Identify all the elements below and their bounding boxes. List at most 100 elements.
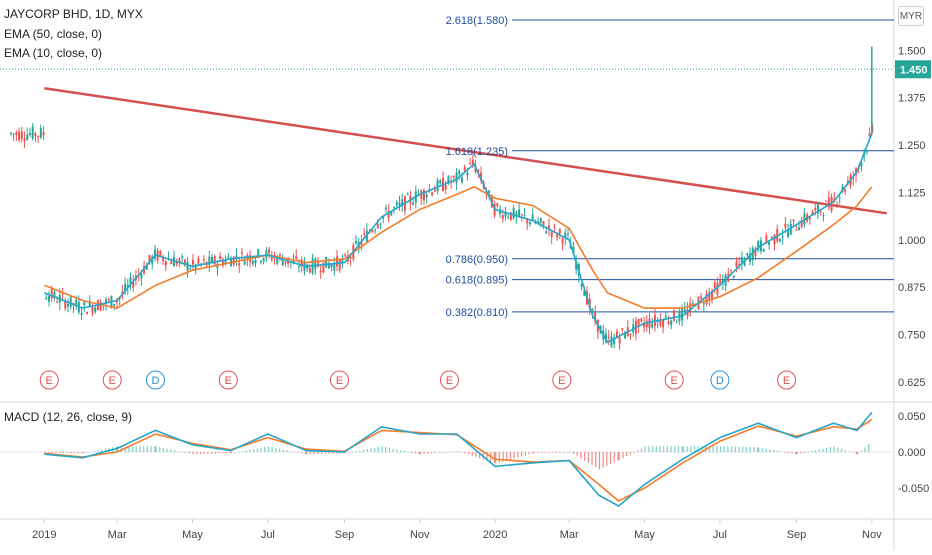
candle-body [355, 240, 358, 244]
histogram-bar [166, 448, 168, 452]
earnings-marker [218, 370, 238, 390]
histogram-bar [396, 449, 398, 452]
histogram-bar [370, 448, 372, 452]
histogram-bar [731, 446, 733, 452]
histogram-bar [591, 452, 593, 465]
histogram-bar [857, 452, 859, 455]
candle-body [107, 299, 110, 301]
histogram-bar [807, 451, 809, 453]
histogram-bar [787, 452, 790, 453]
histogram-bar [860, 450, 862, 452]
candle-body [640, 318, 643, 322]
histogram-bar [139, 446, 141, 452]
histogram-bar [602, 452, 604, 468]
price-tick-label: 0.625 [898, 377, 926, 389]
histogram-bar [855, 452, 857, 454]
candle-body [515, 212, 518, 217]
candle-body [735, 261, 738, 267]
histogram-bar [460, 452, 462, 453]
candle-body [768, 242, 771, 245]
macd-tick-label: -0.050 [898, 483, 929, 495]
histogram-bar [651, 446, 654, 452]
candle-body [336, 256, 339, 267]
histogram-bar [544, 452, 546, 453]
candle-body [787, 229, 790, 237]
candle-body [390, 211, 393, 216]
candle-body [808, 216, 811, 220]
histogram-bar [666, 446, 668, 452]
time-tick-label: Jul [713, 529, 727, 541]
candle-body [594, 312, 597, 322]
ema50-line [44, 185, 873, 309]
histogram-bar [548, 452, 550, 453]
histogram-bar [682, 446, 685, 452]
candle-body [732, 275, 735, 278]
candle-body [531, 214, 534, 221]
candle-body [164, 260, 167, 266]
histogram-bar [264, 446, 266, 452]
candle-body [406, 194, 409, 196]
candle-body [436, 180, 439, 192]
candle-body [224, 259, 227, 264]
candle-body [629, 333, 632, 335]
candle-body [80, 312, 83, 315]
histogram-bar [780, 451, 782, 453]
candle-body [702, 303, 705, 305]
candle-body [26, 134, 29, 140]
histogram-bar [374, 447, 376, 452]
histogram-bar [837, 447, 839, 452]
candle-body [553, 226, 556, 228]
candle-body [580, 283, 583, 287]
histogram-bar [181, 451, 183, 453]
histogram-bar [795, 452, 797, 455]
event-label: E [446, 375, 453, 387]
legend-ema50: EMA (50, close, 0) [4, 27, 103, 41]
candle-body [868, 133, 871, 137]
histogram-bar [222, 452, 224, 454]
currency-badge[interactable]: MYR [898, 6, 924, 26]
candle-body [838, 197, 841, 199]
candle-body [455, 172, 458, 183]
candle-body [20, 131, 23, 139]
candle-body [610, 336, 613, 347]
histogram-bar [598, 452, 601, 470]
histogram-bar [559, 452, 561, 453]
histogram-bar [626, 452, 628, 457]
histogram-bar [629, 452, 631, 455]
histogram-bar [66, 452, 68, 454]
histogram-bar [355, 451, 357, 452]
candle-body [561, 238, 564, 244]
candle-body [754, 248, 757, 256]
histogram-bar [453, 451, 455, 452]
histogram-bar [456, 450, 459, 452]
candle-body [45, 297, 48, 300]
candle-body [265, 250, 268, 259]
candle-body [800, 220, 803, 227]
histogram-bar [493, 452, 496, 464]
candle-body [175, 260, 178, 265]
histogram-bar [414, 452, 417, 454]
candle-body [675, 321, 678, 323]
histogram-bar [648, 446, 650, 452]
candle-body [42, 132, 45, 136]
candle-body [488, 190, 491, 194]
histogram-bar [613, 452, 615, 463]
candle-body [765, 235, 768, 243]
histogram-bar [659, 446, 661, 452]
macd-line [44, 411, 873, 507]
candle-body [56, 301, 59, 303]
candle-body [262, 258, 265, 262]
histogram-bar [154, 446, 156, 452]
event-label: D [151, 375, 159, 387]
candle-body [61, 293, 64, 295]
candle-body [545, 231, 548, 234]
candle-body [447, 176, 450, 184]
legend-macd: MACD (12, 26, close, 9) [4, 410, 133, 424]
histogram-bar [479, 452, 481, 459]
candle-body [401, 199, 404, 207]
candle-body [349, 256, 352, 259]
candle-body [762, 248, 765, 252]
histogram-bar [640, 448, 643, 452]
